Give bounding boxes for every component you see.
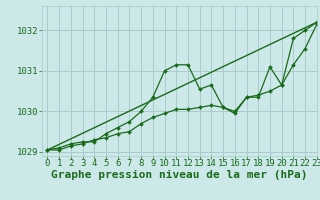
X-axis label: Graphe pression niveau de la mer (hPa): Graphe pression niveau de la mer (hPa) — [51, 170, 308, 180]
